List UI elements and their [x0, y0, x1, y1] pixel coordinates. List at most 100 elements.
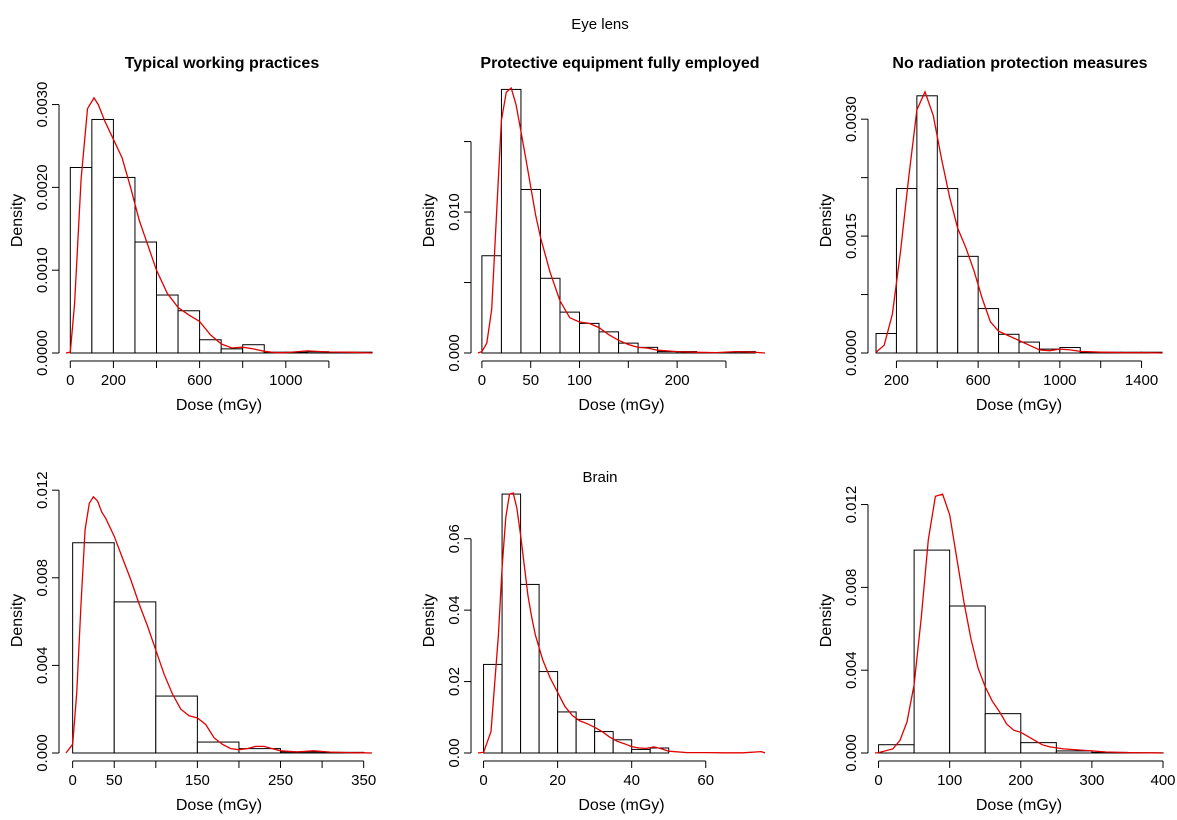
y-tick-label: 0.0030: [34, 82, 51, 128]
x-tick-label: 400: [1150, 772, 1175, 789]
y-tick-label: 0.0015: [843, 213, 860, 259]
x-axis-label: Dose (mGy): [176, 397, 262, 414]
histogram-bar: [557, 711, 577, 754]
y-tick-label: 0.04: [446, 596, 463, 625]
x-tick-label: 600: [966, 372, 991, 389]
eye-lens-heading: Eye lens: [571, 16, 629, 33]
x-tick-label: 100: [567, 372, 592, 389]
x-axis-label: Dose (mGy): [176, 797, 262, 814]
histogram-bar: [539, 277, 561, 354]
panel-typical-brain: 0 50 150 250 350 Dose (mGy) 0.000 0.004 0.008 0.0…: [9, 471, 376, 814]
x-tick-label: 600: [187, 372, 212, 389]
y-tick-label: 0.0020: [34, 164, 51, 210]
histogram-bar: [949, 605, 986, 754]
y-tick-label: 0.008: [34, 559, 51, 597]
panel-title: Protective equipment fully employed: [480, 55, 759, 72]
y-axis-label: Density: [421, 594, 438, 647]
x-tick-label: 350: [351, 772, 376, 789]
histogram-bar: [594, 731, 614, 754]
panel-title: No radiation protection measures: [892, 55, 1147, 72]
y-tick-label: 0.0030: [843, 96, 860, 142]
y-tick-label: 0.06: [446, 524, 463, 553]
y-tick-label: 0.012: [34, 471, 51, 509]
histogram-bar: [575, 718, 596, 754]
x-tick-label: 200: [1008, 772, 1033, 789]
histogram-bar: [631, 748, 651, 754]
density-curve: [477, 492, 766, 754]
y-tick-label: 0.0000: [34, 330, 51, 376]
y-tick-label: 0.000: [34, 734, 51, 772]
panel-no-protection-brain: 0 100 200 300 400 Dose (mGy) 0.000 0.004 0.008 0.…: [818, 486, 1176, 814]
histogram-bar: [112, 176, 136, 354]
y-tick-label: 0.004: [34, 647, 51, 685]
histogram-bar: [196, 741, 240, 754]
panel-protective-eye-lens: Protective equipment fully employed 0 50 10…: [421, 55, 766, 414]
histogram-bar: [998, 333, 1020, 354]
histogram-bar: [913, 549, 951, 754]
histogram-bar: [936, 188, 959, 354]
x-tick-label: 100: [937, 772, 962, 789]
x-tick-label: 40: [623, 772, 640, 789]
histogram-bar: [113, 601, 157, 754]
x-tick-label: 20: [549, 772, 566, 789]
x-tick-label: 300: [1079, 772, 1104, 789]
histogram-bar: [520, 188, 541, 354]
y-axis-label: Density: [818, 594, 835, 647]
panel-typical-eye-lens: Typical working practices 0 200 600 1000 Dose…: [9, 55, 373, 414]
panel-title: Typical working practices: [125, 55, 320, 72]
histogram-bar: [957, 255, 979, 354]
histogram-bar: [134, 241, 158, 354]
density-curve: [65, 96, 373, 354]
x-tick-label: 1000: [1043, 372, 1076, 389]
panel-no-protection-eye-lens: No radiation protection measures 200 600 10…: [818, 55, 1163, 414]
y-axis-label: Density: [9, 594, 26, 647]
histogram-bar: [91, 118, 114, 354]
histogram-bar: [579, 322, 600, 354]
x-tick-label: 50: [522, 372, 539, 389]
histogram-bar: [612, 739, 633, 754]
x-tick-label: 0: [874, 772, 882, 789]
y-tick-label: 0.010: [446, 193, 463, 231]
x-axis-label: Dose (mGy): [976, 797, 1062, 814]
x-tick-label: 200: [665, 372, 690, 389]
histogram-bar: [916, 95, 938, 354]
x-axis-label: Dose (mGy): [976, 397, 1062, 414]
x-tick-label: 150: [185, 772, 210, 789]
x-axis-label: Dose (mGy): [578, 397, 664, 414]
y-axis-label: Density: [9, 194, 26, 247]
histogram-bar: [69, 167, 93, 354]
y-tick-label: 0.0010: [34, 247, 51, 293]
y-axis-label: Density: [818, 194, 835, 247]
histogram-bar: [1055, 750, 1093, 754]
x-tick-label: 250: [268, 772, 293, 789]
y-tick-label: 0.004: [843, 651, 860, 689]
histogram-bar: [520, 583, 540, 754]
y-tick-label: 0.0000: [843, 330, 860, 376]
histogram-bar: [177, 310, 201, 354]
histogram-bar: [984, 713, 1022, 754]
density-curve: [477, 86, 766, 354]
y-tick-label: 0.000: [843, 734, 860, 772]
x-tick-label: 1000: [269, 372, 302, 389]
y-tick-label: 0.000: [446, 334, 463, 372]
y-axis-label: Density: [421, 194, 438, 247]
x-tick-label: 60: [697, 772, 714, 789]
y-tick-label: 0.02: [446, 667, 463, 696]
x-tick-label: 0: [68, 772, 76, 789]
brain-heading: Brain: [582, 469, 617, 486]
x-tick-label: 0: [66, 372, 74, 389]
histogram-bar: [538, 671, 559, 754]
x-tick-label: 1400: [1125, 372, 1158, 389]
histogram-bar: [72, 542, 115, 754]
y-tick-label: 0.012: [843, 486, 860, 524]
panel-protective-brain: Brain 0 20 40 60 Dose (mGy) 0.00 0.02 0.04 0.06 De…: [421, 469, 766, 814]
x-axis-label: Dose (mGy): [578, 797, 664, 814]
histogram-bar: [155, 695, 198, 754]
histogram-bar: [199, 339, 222, 354]
histogram-bar: [895, 188, 918, 354]
histogram-bar: [220, 348, 244, 354]
density-curve: [874, 493, 1164, 754]
x-tick-label: 0: [479, 772, 487, 789]
density-curve: [875, 90, 1163, 354]
